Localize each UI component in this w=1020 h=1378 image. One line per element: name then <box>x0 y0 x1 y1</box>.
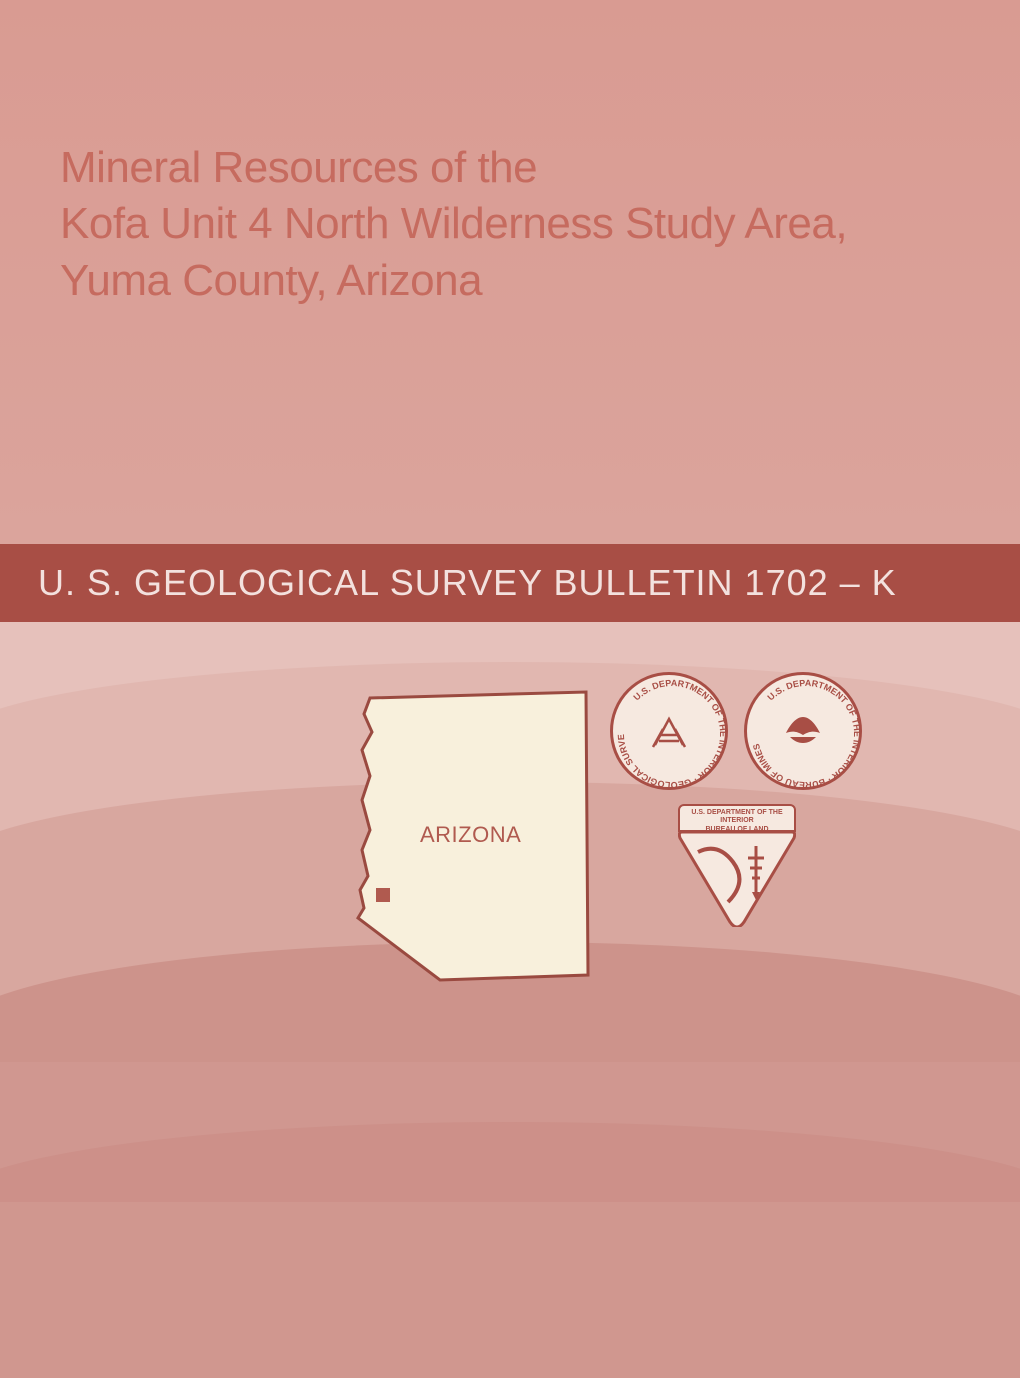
state-map: ARIZONA <box>348 680 608 990</box>
blm-badge-icon: U.S. DEPARTMENT OF THE INTERIOR BUREAU O… <box>678 804 796 932</box>
agency-seals: U.S. DEPARTMENT OF THE INTERIOR · GEOLOG… <box>610 672 910 932</box>
series-banner: U. S. GEOLOGICAL SURVEY BULLETIN 1702 – … <box>0 544 1020 622</box>
bom-ring-text: U.S. DEPARTMENT OF THE INTERIOR · BUREAU… <box>751 678 862 790</box>
study-area-marker <box>376 888 390 902</box>
upper-panel: Mineral Resources of the Kofa Unit 4 Nor… <box>0 0 1020 544</box>
title-line-1: Mineral Resources of the <box>60 140 960 196</box>
ridge-fg <box>0 1122 1020 1378</box>
title-line-3: Yuma County, Arizona <box>60 253 960 309</box>
state-label: ARIZONA <box>420 822 521 848</box>
blm-triangle-icon <box>678 832 796 927</box>
blm-bar: U.S. DEPARTMENT OF THE INTERIOR BUREAU O… <box>678 804 796 832</box>
svg-text:U.S. DEPARTMENT OF THE INTERIO: U.S. DEPARTMENT OF THE INTERIOR · BUREAU… <box>751 678 862 790</box>
lower-panel: ARIZONA U.S. DEPARTMENT OF THE INTERIOR … <box>0 622 1020 1378</box>
document-cover: Mineral Resources of the Kofa Unit 4 Nor… <box>0 0 1020 1378</box>
svg-text:U.S. DEPARTMENT OF THE INTERIO: U.S. DEPARTMENT OF THE INTERIOR · GEOLOG… <box>613 675 728 790</box>
usgs-ring-text: U.S. DEPARTMENT OF THE INTERIOR · GEOLOG… <box>613 675 728 790</box>
banner-text: U. S. GEOLOGICAL SURVEY BULLETIN 1702 – … <box>38 562 897 604</box>
document-title: Mineral Resources of the Kofa Unit 4 Nor… <box>60 140 960 309</box>
title-line-2: Kofa Unit 4 North Wilderness Study Area, <box>60 196 960 252</box>
seal-row: U.S. DEPARTMENT OF THE INTERIOR · GEOLOG… <box>610 672 910 790</box>
blm-bar-line1: U.S. DEPARTMENT OF THE INTERIOR <box>680 809 794 826</box>
bureau-of-mines-seal-icon: U.S. DEPARTMENT OF THE INTERIOR · BUREAU… <box>744 672 862 790</box>
usgs-seal-icon: U.S. DEPARTMENT OF THE INTERIOR · GEOLOG… <box>610 672 728 790</box>
